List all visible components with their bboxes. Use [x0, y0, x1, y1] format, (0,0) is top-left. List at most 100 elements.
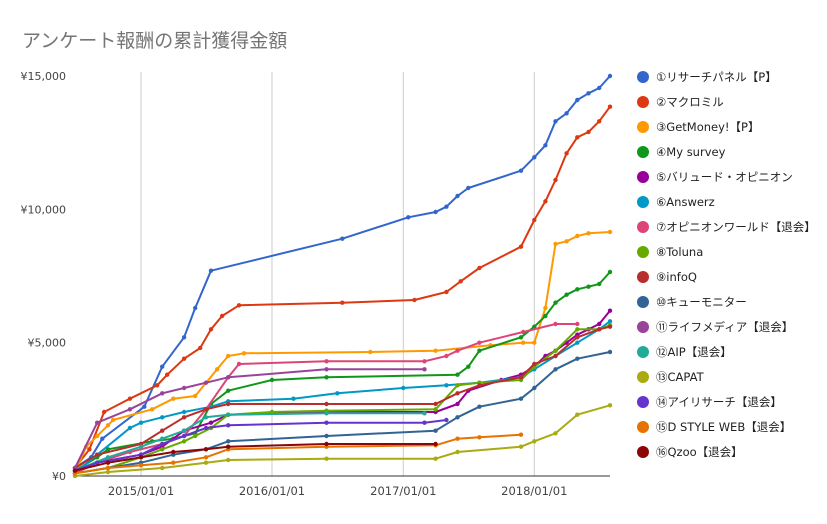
data-point — [127, 396, 133, 401]
data-point — [101, 409, 107, 415]
x-tick-label: 2018/01/01 — [501, 484, 567, 498]
legend-label: ⑪ライフメディア【退会】 — [656, 319, 794, 334]
data-point — [597, 327, 602, 332]
data-point — [553, 367, 558, 372]
y-axis-tick-labels: ¥0 ¥5,000 ¥10,000 ¥15,000 — [21, 70, 67, 483]
legend-item-5[interactable]: ⑤バリュード・オピニオン — [637, 164, 823, 189]
data-point — [477, 265, 482, 271]
y-tick-label: ¥0 — [52, 470, 66, 483]
data-point — [607, 319, 613, 324]
data-point — [149, 407, 155, 412]
data-point — [521, 329, 526, 335]
series-14 — [72, 417, 449, 473]
x-tick-label: 2016/01/01 — [239, 484, 305, 498]
data-point — [575, 340, 580, 345]
data-point — [160, 364, 165, 369]
legend-item-10[interactable]: ⑩キューモニター — [637, 289, 823, 314]
legend-swatch-icon — [637, 395, 649, 408]
data-point — [340, 236, 345, 241]
data-point — [455, 449, 460, 455]
y-tick-label: ¥10,000 — [21, 203, 67, 216]
data-point — [458, 279, 463, 284]
legend-label: ⑯Qzoo【退会】 — [656, 444, 743, 459]
data-point — [543, 305, 548, 311]
data-point — [181, 433, 187, 439]
legend-item-6[interactable]: ⑥Answerz — [637, 189, 823, 214]
data-point — [564, 151, 569, 156]
data-point — [412, 297, 417, 303]
data-point — [553, 177, 558, 183]
legend-item-11[interactable]: ⑪ライフメディア【退会】 — [637, 314, 823, 339]
data-point — [324, 411, 329, 416]
data-point — [553, 119, 558, 124]
data-point — [324, 375, 329, 380]
legend-item-8[interactable]: ⑧Toluna — [637, 239, 823, 264]
data-point — [203, 407, 209, 412]
data-point — [203, 415, 209, 420]
legend-item-3[interactable]: ③GetMoney!【P】 — [637, 114, 823, 139]
data-point — [340, 300, 345, 305]
data-point — [422, 367, 427, 372]
legend-item-7[interactable]: ⑦オピニオンワールド【退会】 — [637, 214, 823, 239]
legend-item-16[interactable]: ⑯Qzoo【退会】 — [637, 439, 823, 464]
data-point — [553, 431, 558, 436]
data-point — [236, 361, 242, 367]
data-point — [532, 340, 537, 345]
legend-item-1[interactable]: ①リサーチパネル【P】 — [637, 64, 823, 89]
data-point — [564, 292, 569, 297]
data-point — [208, 268, 214, 273]
data-point — [203, 425, 209, 431]
series-line — [74, 324, 611, 475]
legend-item-12[interactable]: ⑫AIP【退会】 — [637, 339, 823, 364]
data-point — [110, 417, 116, 423]
data-point — [324, 433, 329, 439]
data-point — [181, 385, 187, 391]
data-point — [226, 388, 231, 393]
data-point — [575, 135, 580, 140]
data-point — [532, 324, 537, 329]
data-point — [160, 447, 165, 452]
data-point — [444, 417, 449, 423]
data-point — [607, 269, 613, 275]
data-point — [181, 356, 187, 361]
legend-label: ⑤バリュード・オピニオン — [656, 169, 793, 184]
data-point — [324, 456, 329, 461]
data-point — [607, 73, 613, 79]
data-point — [607, 308, 613, 313]
legend-item-13[interactable]: ⑬CAPAT — [637, 364, 823, 389]
data-point — [181, 428, 187, 433]
data-point — [160, 441, 165, 447]
legend-swatch-icon — [637, 120, 649, 133]
data-point — [219, 313, 225, 319]
data-point — [324, 367, 329, 372]
legend-swatch-icon — [637, 420, 649, 433]
data-point — [335, 391, 340, 396]
data-point — [455, 372, 460, 377]
series-line — [74, 323, 578, 475]
legend-label: ⑥Answerz — [656, 194, 715, 209]
legend-item-2[interactable]: ②マクロミル — [637, 89, 823, 114]
data-point — [160, 428, 165, 433]
data-point — [138, 463, 144, 468]
legend-item-15[interactable]: ⑮D STYLE WEB【退会】 — [637, 414, 823, 439]
legend-label: ⑬CAPAT — [656, 369, 704, 384]
data-point — [95, 433, 100, 439]
data-point — [241, 351, 247, 356]
data-point — [466, 185, 471, 191]
data-point — [181, 439, 187, 444]
legend-item-4[interactable]: ④My survey — [637, 139, 823, 164]
data-point — [269, 377, 275, 383]
x-tick-label: 2015/01/01 — [108, 484, 174, 498]
data-point — [368, 349, 373, 355]
legend-item-14[interactable]: ⑭アイリサーチ【退会】 — [637, 389, 823, 414]
data-point — [324, 420, 329, 425]
data-point — [226, 439, 231, 444]
data-point — [155, 383, 160, 388]
data-point — [406, 215, 411, 220]
data-point — [72, 468, 78, 473]
legend-item-9[interactable]: ⑨infoQ — [637, 264, 823, 289]
data-point — [543, 313, 548, 319]
legend-swatch-icon — [637, 145, 649, 158]
data-point — [575, 412, 580, 417]
data-point — [586, 284, 591, 289]
